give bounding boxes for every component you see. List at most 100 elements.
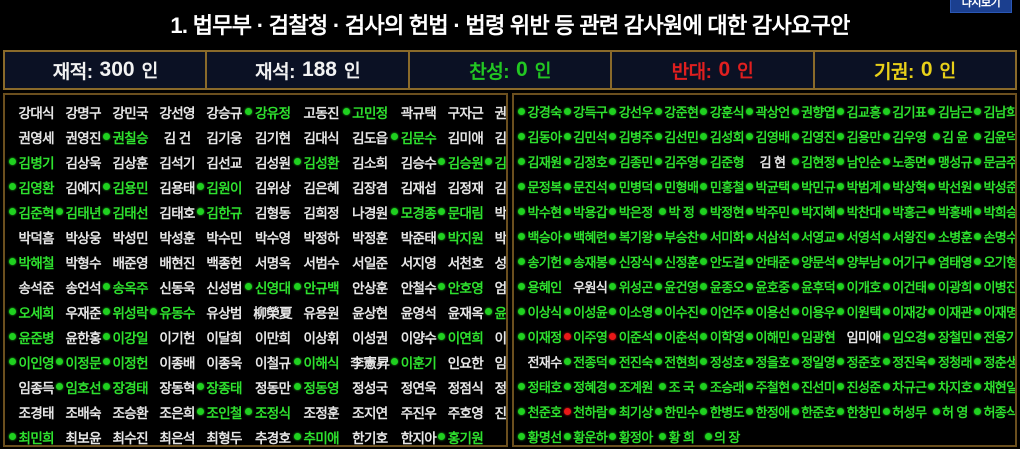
member-cell: 서삼석 <box>744 224 790 249</box>
member-name: 이언주 <box>709 305 745 320</box>
vote-dot-green-icon <box>563 433 571 440</box>
vote-dot-empty-icon <box>103 433 110 440</box>
vote-dot-empty-icon <box>294 333 301 340</box>
member-cell: 신영대 <box>242 274 292 299</box>
vote-dot-green-icon <box>928 258 936 265</box>
member-name: 이주영 <box>573 330 608 345</box>
vote-dot-empty-icon <box>197 158 204 165</box>
vote-dot-green-icon <box>700 383 708 390</box>
member-name: 정혜경 <box>573 380 608 395</box>
vote-dot-green-icon <box>700 258 708 265</box>
replay-button[interactable]: 다시보기 <box>950 0 1012 13</box>
member-name: 김선교 <box>206 155 242 171</box>
vote-dot-empty-icon <box>150 358 157 365</box>
member-name: 임오경 <box>892 330 927 345</box>
member-cell: 박민규 <box>790 174 836 199</box>
vote-dot-green-icon <box>563 133 571 140</box>
tally-label-no: 반대: <box>671 61 712 83</box>
member-name: 김정호 <box>573 155 608 170</box>
member-name: 이해민 <box>755 330 790 345</box>
vote-dot-green-icon <box>654 333 662 340</box>
vote-dot-empty-icon <box>9 383 16 390</box>
member-name: 장경태 <box>112 380 148 396</box>
member-cell: 박지혜 <box>790 199 836 224</box>
member-cell: 이준석 <box>607 324 653 349</box>
vote-dot-empty-icon <box>438 383 445 390</box>
member-cell: 정청래 <box>926 349 973 374</box>
member-name: 황명선 <box>527 430 563 445</box>
member-name: 김석기 <box>159 155 195 171</box>
member-name: 김기현 <box>254 130 291 146</box>
member-name: 송석준 <box>18 280 55 296</box>
member-cell: 권영세 <box>7 124 55 149</box>
member-name: 柳榮夏 <box>253 305 293 321</box>
vote-dot-empty-icon <box>438 108 445 115</box>
member-name: 백종헌 <box>206 255 242 271</box>
member-cell: 윤영석 <box>389 299 437 324</box>
member-cell: 김예지 <box>54 174 101 199</box>
member-name: 진성준 <box>846 380 882 395</box>
member-cell: 박수영 <box>242 224 292 249</box>
member-cell: 김성회 <box>698 124 745 149</box>
member-name: 정춘생 <box>983 355 1017 370</box>
member-cell: 김준형 <box>698 149 745 174</box>
member-cell: 용혜인 <box>516 274 562 299</box>
vote-dot-empty-icon <box>245 183 252 190</box>
vote-dot-green-icon <box>654 183 662 190</box>
member-name: 이연희 <box>447 330 484 346</box>
vote-dot-green-icon <box>882 408 890 415</box>
member-name: 전재수 <box>527 355 563 370</box>
member-cell: 김종양 <box>483 174 506 199</box>
member-name: 전현희 <box>664 355 699 370</box>
member-name: 김용만 <box>846 130 882 145</box>
member-name: 정연욱 <box>400 380 437 396</box>
member-name: 박준태 <box>400 230 437 246</box>
vote-dot-empty-icon <box>245 433 252 440</box>
vote-dot-green-icon <box>518 208 525 215</box>
member-name: 조지연 <box>352 405 388 421</box>
member-name: 신영대 <box>254 280 291 296</box>
member-name: 김정재 <box>447 180 484 196</box>
member-cell: 정춘생 <box>972 349 1017 374</box>
member-name: 김준혁 <box>18 205 55 221</box>
vote-dot-empty-icon <box>150 408 157 415</box>
vote-dot-green-icon <box>245 408 253 415</box>
member-cell: 박형수 <box>54 249 101 274</box>
member-cell: 한창민 <box>835 399 881 424</box>
member-name: 조계원 <box>618 380 654 395</box>
member-name: 유동수 <box>159 305 195 321</box>
member-cell: 엄태영 <box>483 274 506 299</box>
member-cell: 유용원 <box>292 299 340 324</box>
member-name: 박대출 <box>494 205 507 221</box>
vote-dot-empty-icon <box>197 433 204 440</box>
member-name: 임종득 <box>18 380 55 396</box>
member-cell: 이용선 <box>744 299 790 324</box>
member-cell: 김대식 <box>292 124 340 149</box>
vote-dot-green-icon <box>654 158 662 165</box>
member-name: 김도읍 <box>352 130 388 146</box>
member-cell: 조승환 <box>101 399 148 424</box>
member-cell: 강준현 <box>653 99 699 124</box>
member-name: 조정훈 <box>303 405 340 421</box>
vote-dot-empty-icon <box>294 233 301 240</box>
member-name: 최은석 <box>159 430 195 446</box>
member-name: 손명수 <box>983 230 1017 245</box>
member-cell: 전용기 <box>972 324 1015 349</box>
vote-dot-empty-icon <box>391 183 398 190</box>
member-cell: 박준태 <box>389 224 437 249</box>
vote-dot-empty-icon <box>245 233 252 240</box>
vote-dot-empty-icon <box>564 283 571 290</box>
vote-dot-empty-icon <box>438 358 445 365</box>
member-cell: 이재강 <box>881 299 927 324</box>
member-name: 김영배 <box>755 130 790 145</box>
member-cell: 김용만 <box>835 124 881 149</box>
member-cell: 김현정 <box>790 149 836 174</box>
member-cell: 조정식 <box>242 399 292 424</box>
member-cell: 한병도 <box>698 399 745 424</box>
member-cell: 조인철 <box>195 399 242 424</box>
member-cell: 윤호중 <box>744 274 790 299</box>
member-name: 권영세 <box>18 130 55 146</box>
member-name: 김민전 <box>494 130 507 146</box>
member-cell: 조지연 <box>339 399 389 424</box>
vote-dot-green-icon <box>245 283 253 290</box>
